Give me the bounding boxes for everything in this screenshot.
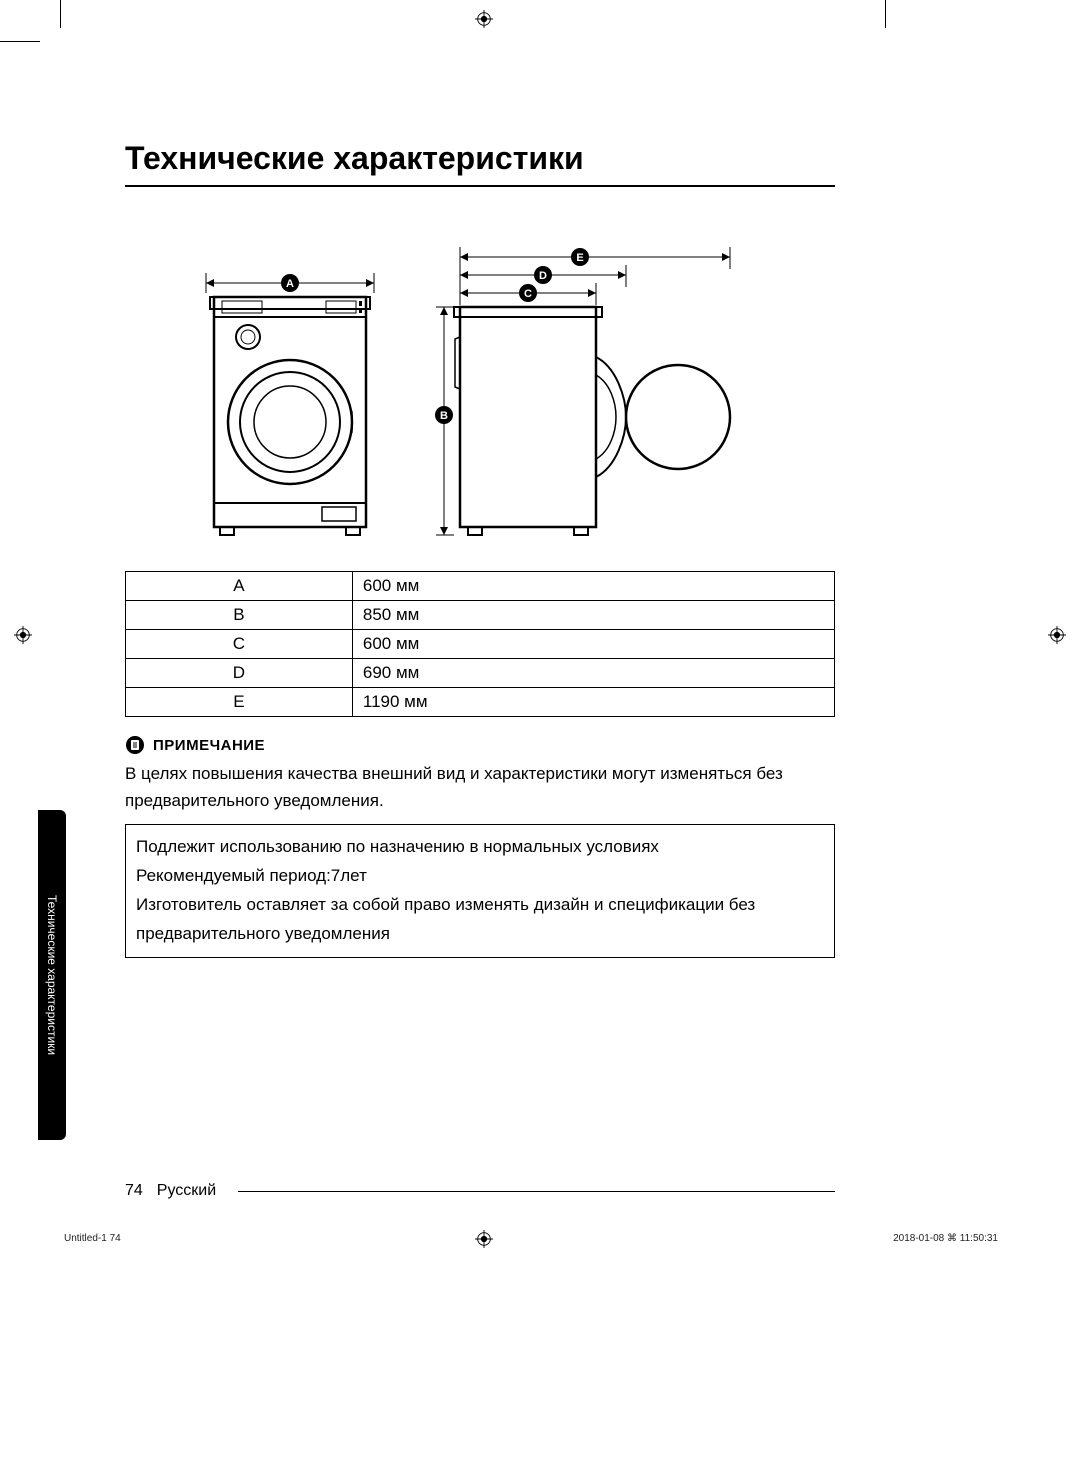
dim-label: D [126,659,353,688]
dim-label: C [126,629,353,658]
svg-text:B: B [440,410,448,422]
table-row: C600 мм [126,629,835,658]
print-slug-left: Untitled-1 74 [64,1233,121,1244]
page-heading: Технические характеристики [125,140,835,187]
svg-text:E: E [576,252,583,264]
washer-side-diagram: E D C [430,247,750,547]
dim-value: 850 мм [352,600,834,629]
footer-rule [238,1191,835,1192]
note-icon [125,735,145,755]
table-row: A600 мм [126,571,835,600]
dim-value: 600 мм [352,571,834,600]
registration-mark-icon [475,1230,493,1248]
info-box: Подлежит использованию по назначению в н… [125,824,835,958]
page-number: 74 [125,1182,143,1200]
registration-mark-icon [14,626,32,644]
dim-value: 690 мм [352,659,834,688]
table-row: E1190 мм [126,688,835,717]
info-line: Подлежит использованию по назначению в н… [136,833,824,862]
section-tab-label: Технические характеристики [45,895,59,1055]
dim-label: B [126,600,353,629]
svg-text:A: A [286,278,294,290]
page-footer: 74 Русский [125,1182,835,1200]
svg-text:D: D [539,270,547,282]
svg-text:C: C [524,288,532,300]
dimension-diagram: A [125,247,835,547]
washer-front-diagram: A [200,247,400,547]
dim-label: A [126,571,353,600]
dim-value: 600 мм [352,629,834,658]
registration-mark-icon [1048,626,1066,644]
page-lang: Русский [157,1182,216,1200]
table-row: D690 мм [126,659,835,688]
note-title: ПРИМЕЧАНИЕ [153,737,265,754]
info-line: Изготовитель оставляет за собой право из… [136,891,824,949]
registration-mark-icon [475,10,493,28]
section-tab: Технические характеристики [38,810,66,1140]
dim-label: E [126,688,353,717]
dimensions-table: A600 мм B850 мм C600 мм D690 мм E1190 мм [125,571,835,717]
info-line: Рекомендуемый период:7лет [136,862,824,891]
print-slug-right: 2018-01-08 ⌘ 11:50:31 [893,1233,998,1244]
dim-value: 1190 мм [352,688,834,717]
table-row: B850 мм [126,600,835,629]
note-block: ПРИМЕЧАНИЕ В целях повышения качества вн… [125,735,835,814]
note-body: В целях повышения качества внешний вид и… [125,761,835,814]
